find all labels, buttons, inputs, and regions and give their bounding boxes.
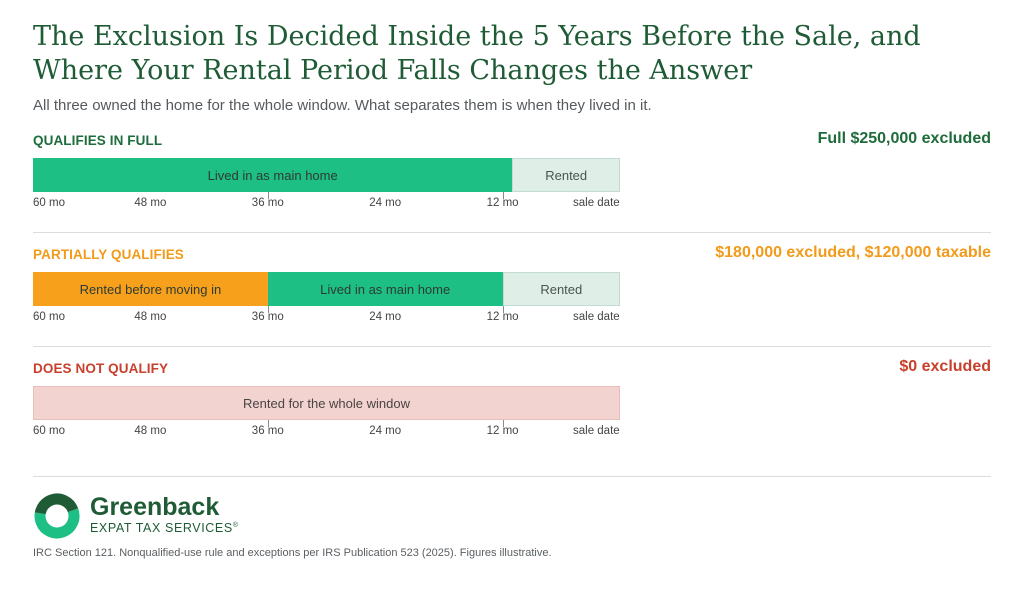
axis-tick-label: 48 mo <box>134 197 167 209</box>
axis-tick-label: 60 mo <box>33 311 65 323</box>
axis-tick <box>267 306 269 313</box>
footnote: IRC Section 121. Nonqualified-use rule a… <box>33 547 552 559</box>
scenario-does-not-qualify: DOES NOT QUALIFY $0 excluded Rented for … <box>0 358 1024 471</box>
scenario-outcome: $0 excluded <box>899 358 991 375</box>
brand-name: Greenback <box>90 493 220 521</box>
axis-tick <box>502 192 504 199</box>
page-title: The Exclusion Is Decided Inside the 5 Ye… <box>33 21 921 86</box>
axis-tick-label: 60 mo <box>33 197 65 209</box>
axis-tick-label: 12 mo <box>486 311 519 323</box>
scenario-label: PARTIALLY QUALIFIES <box>33 247 184 262</box>
axis-tick-label: sale date <box>573 425 620 437</box>
axis-tick <box>267 420 269 427</box>
greenback-logo: Greenback EXPAT TAX SERVICES® <box>33 492 283 540</box>
axis-tick <box>502 306 504 313</box>
scenario-partially-qualifies: PARTIALLY QUALIFIES $180,000 excluded, $… <box>0 244 1024 357</box>
axis-tick-label: 36 mo <box>251 197 284 209</box>
axis-tick-labels: 60 mo 48 mo 36 mo 24 mo 12 mo sale date <box>33 311 620 327</box>
scenario-outcome: $180,000 excluded, $120,000 taxable <box>715 244 991 261</box>
timeline-bar: Lived in as main home Rented <box>33 158 620 192</box>
axis-ticks <box>33 306 620 314</box>
axis-ticks <box>33 420 620 428</box>
axis-tick-label: sale date <box>573 197 620 209</box>
page-subtitle: All three owned the home for the whole w… <box>33 97 652 114</box>
divider <box>33 476 991 477</box>
scenario-outcome: Full $250,000 excluded <box>817 130 991 147</box>
axis-ticks <box>33 192 620 200</box>
scenario-label: QUALIFIES IN FULL <box>33 133 163 148</box>
axis-tick-label: 36 mo <box>251 311 284 323</box>
timeline-bar: Rented for the whole window <box>33 386 620 420</box>
axis-tick-label: 12 mo <box>486 197 519 209</box>
axis-tick-label: 24 mo <box>369 311 402 323</box>
axis-tick-labels: 60 mo 48 mo 36 mo 24 mo 12 mo sale date <box>33 197 620 213</box>
axis-tick-label: 36 mo <box>251 425 284 437</box>
axis-tick-label: 48 mo <box>134 425 167 437</box>
brand-tagline: EXPAT TAX SERVICES® <box>90 521 239 535</box>
axis-tick-label: 60 mo <box>33 425 65 437</box>
timeline-segment-rented: Rented <box>502 272 620 306</box>
axis-tick-labels: 60 mo 48 mo 36 mo 24 mo 12 mo sale date <box>33 425 620 441</box>
timeline-segment-lived: Lived in as main home <box>33 158 513 192</box>
timeline-segment-lived: Lived in as main home <box>267 272 503 306</box>
timeline-bar: Rented before moving in Lived in as main … <box>33 272 620 306</box>
greenback-logo-icon <box>34 493 80 539</box>
timeline-segment-rented-before: Rented before moving in <box>33 272 268 306</box>
axis-tick-label: 12 mo <box>486 425 519 437</box>
divider <box>33 346 991 347</box>
timeline-segment-rented-whole: Rented for the whole window <box>33 386 620 420</box>
axis-tick <box>267 192 269 199</box>
axis-tick-label: sale date <box>573 311 620 323</box>
axis-tick-label: 48 mo <box>134 311 167 323</box>
scenario-qualifies-in-full: QUALIFIES IN FULL Full $250,000 excluded… <box>0 130 1024 243</box>
axis-tick-label: 24 mo <box>369 197 402 209</box>
axis-tick-label: 24 mo <box>369 425 402 437</box>
scenario-label: DOES NOT QUALIFY <box>33 361 169 376</box>
axis-tick <box>502 420 504 427</box>
timeline-segment-rented: Rented <box>512 158 620 192</box>
divider <box>33 232 991 233</box>
